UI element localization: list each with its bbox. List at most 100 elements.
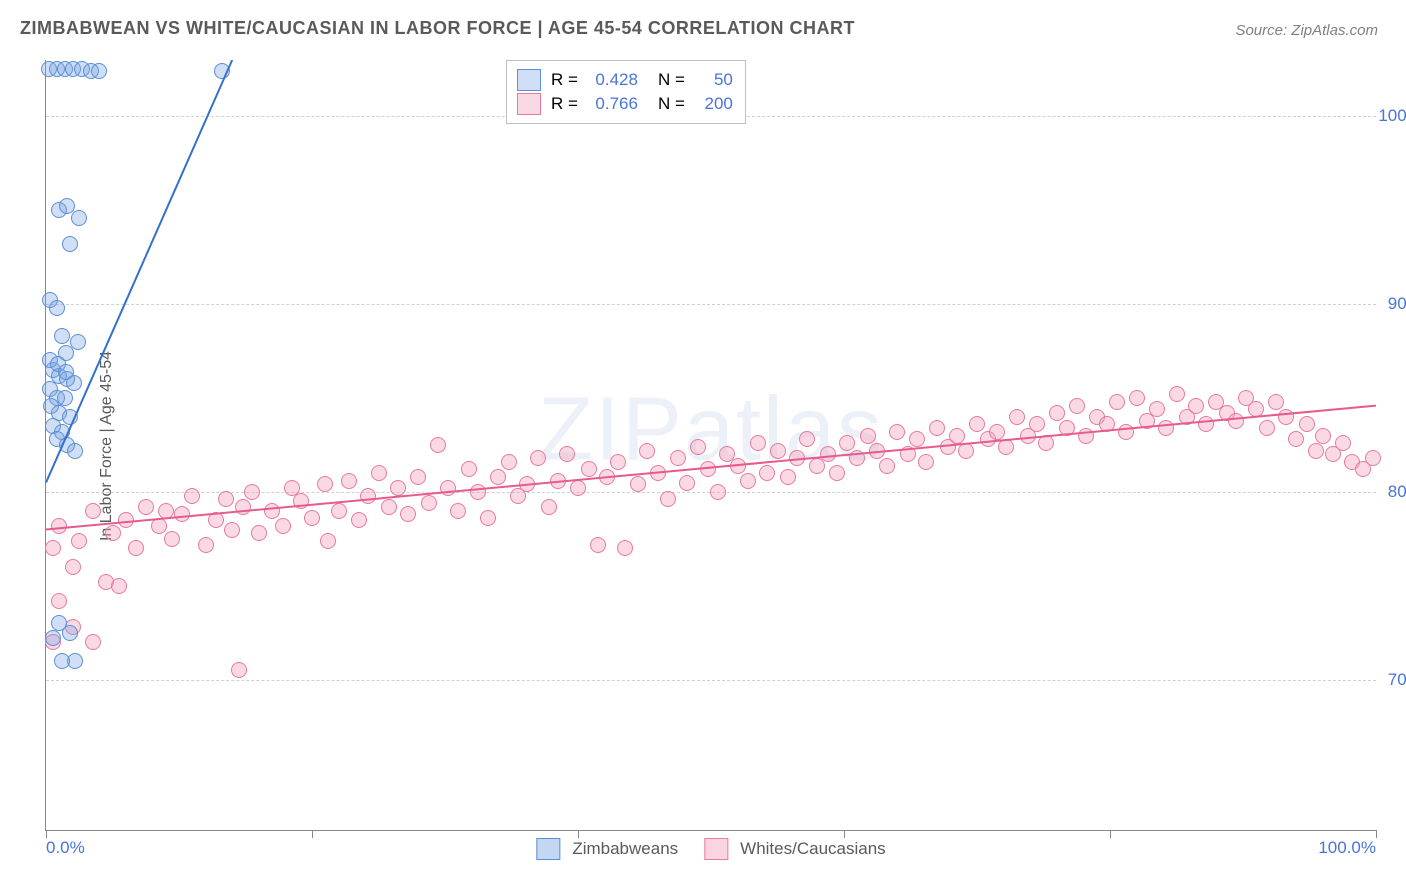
data-point	[1169, 386, 1185, 402]
data-point	[958, 443, 974, 459]
data-point	[1365, 450, 1381, 466]
data-point	[231, 662, 247, 678]
data-point	[430, 437, 446, 453]
data-point	[879, 458, 895, 474]
legend-swatch-2	[517, 93, 541, 115]
data-point	[224, 522, 240, 538]
data-point	[128, 540, 144, 556]
data-point	[759, 465, 775, 481]
data-point	[690, 439, 706, 455]
x-tick	[1110, 830, 1111, 838]
stats-legend-row-2: R = 0.766 N = 200	[517, 93, 733, 115]
data-point	[1188, 398, 1204, 414]
data-point	[869, 443, 885, 459]
data-point	[780, 469, 796, 485]
data-point	[71, 210, 87, 226]
data-point	[1228, 413, 1244, 429]
data-point	[559, 446, 575, 462]
n-value-2: 200	[691, 94, 733, 114]
data-point	[51, 518, 67, 534]
data-point	[251, 525, 267, 541]
data-point	[317, 476, 333, 492]
data-point	[1299, 416, 1315, 432]
data-point	[371, 465, 387, 481]
data-point	[770, 443, 786, 459]
data-point	[164, 531, 180, 547]
data-point	[1009, 409, 1025, 425]
data-point	[390, 480, 406, 496]
data-point	[54, 653, 70, 669]
data-point	[581, 461, 597, 477]
data-point	[51, 593, 67, 609]
data-point	[1149, 401, 1165, 417]
legend-label-2: Whites/Caucasians	[740, 839, 886, 859]
data-point	[184, 488, 200, 504]
data-point	[293, 493, 309, 509]
data-point	[1288, 431, 1304, 447]
data-point	[151, 518, 167, 534]
data-point	[1259, 420, 1275, 436]
data-point	[1335, 435, 1351, 451]
plot-area: ZIPatlas R = 0.428 N = 50 R = 0.766 N = …	[45, 60, 1376, 831]
data-point	[799, 431, 815, 447]
data-point	[541, 499, 557, 515]
data-point	[501, 454, 517, 470]
data-point	[789, 450, 805, 466]
data-point	[730, 458, 746, 474]
x-tick	[578, 830, 579, 838]
data-point	[820, 446, 836, 462]
data-point	[1049, 405, 1065, 421]
data-point	[949, 428, 965, 444]
data-point	[617, 540, 633, 556]
data-point	[320, 533, 336, 549]
chart-title: ZIMBABWEAN VS WHITE/CAUCASIAN IN LABOR F…	[20, 18, 855, 39]
data-point	[208, 512, 224, 528]
data-point	[1278, 409, 1294, 425]
data-point	[1248, 401, 1264, 417]
y-tick-label: 80.0%	[1388, 482, 1406, 502]
data-point	[62, 409, 78, 425]
data-point	[650, 465, 666, 481]
gridline-h	[46, 304, 1376, 305]
r-value-2: 0.766	[584, 94, 638, 114]
data-point	[341, 473, 357, 489]
stats-legend: R = 0.428 N = 50 R = 0.766 N = 200	[506, 60, 746, 124]
data-point	[440, 480, 456, 496]
data-point	[174, 506, 190, 522]
x-tick	[844, 830, 845, 838]
data-point	[630, 476, 646, 492]
data-point	[660, 491, 676, 507]
data-point	[214, 63, 230, 79]
data-point	[244, 484, 260, 500]
data-point	[989, 424, 1005, 440]
data-point	[400, 506, 416, 522]
data-point	[1059, 420, 1075, 436]
data-point	[118, 512, 134, 528]
data-point	[639, 443, 655, 459]
data-point	[351, 512, 367, 528]
data-point	[1308, 443, 1324, 459]
data-point	[85, 503, 101, 519]
data-point	[62, 236, 78, 252]
source-attribution: Source: ZipAtlas.com	[1235, 22, 1378, 39]
data-point	[900, 446, 916, 462]
data-point	[275, 518, 291, 534]
data-point	[839, 435, 855, 451]
data-point	[1038, 435, 1054, 451]
data-point	[138, 499, 154, 515]
data-point	[71, 533, 87, 549]
data-point	[105, 525, 121, 541]
data-point	[490, 469, 506, 485]
gridline-h	[46, 680, 1376, 681]
legend-swatch-bottom-1	[536, 838, 560, 860]
data-point	[381, 499, 397, 515]
data-point	[599, 469, 615, 485]
data-point	[519, 476, 535, 492]
data-point	[1129, 390, 1145, 406]
legend-item-2: Whites/Caucasians	[704, 838, 886, 860]
data-point	[700, 461, 716, 477]
r-label: R =	[551, 70, 578, 90]
trend-lines	[46, 60, 1376, 830]
data-point	[304, 510, 320, 526]
data-point	[450, 503, 466, 519]
